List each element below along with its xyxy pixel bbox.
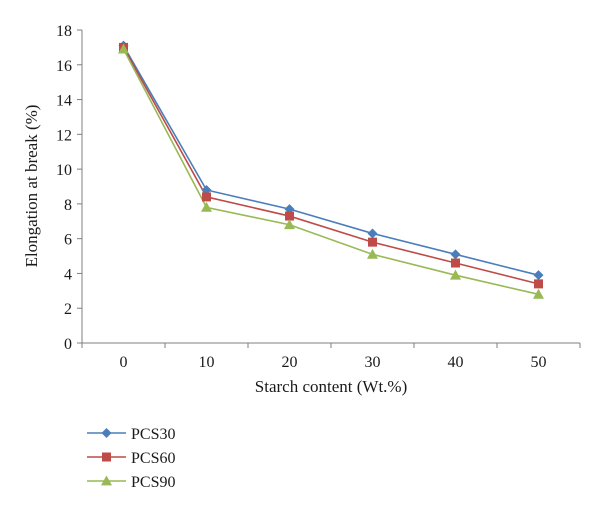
series-line-pcs90 — [122, 48, 539, 296]
x-tick-label: 0 — [120, 354, 128, 371]
y-tick-label: 10 — [56, 162, 72, 179]
plot-area: 0 2 4 6 8 10 12 14 16 18 0 10 20 30 40 50 — [56, 23, 581, 371]
data-point-pcs60 — [285, 211, 294, 221]
x-axis-label: Starch content (Wt.%) — [255, 377, 407, 396]
y-tick-label: 0 — [64, 336, 72, 353]
y-tick-label: 8 — [64, 197, 72, 214]
data-point-pcs60 — [534, 279, 543, 289]
series-markers — [118, 40, 544, 299]
data-point-pcs90 — [118, 43, 129, 54]
x-tick-label: 40 — [448, 354, 464, 371]
legend: PCS30 PCS60 PCS90 — [87, 426, 175, 491]
series-lines — [122, 45, 539, 296]
legend-label: PCS30 — [131, 426, 175, 443]
series-line-pcs30 — [122, 45, 539, 276]
data-point-pcs90 — [284, 219, 295, 230]
data-point-pcs30 — [450, 249, 461, 260]
x-tick-label: 20 — [282, 354, 298, 371]
x-tick-label: 10 — [199, 354, 215, 371]
legend-item-pcs30: PCS30 — [87, 426, 175, 443]
legend-marker — [101, 475, 112, 486]
legend-item-pcs60: PCS60 — [87, 450, 175, 467]
data-point-pcs60 — [202, 192, 211, 202]
legend-item-pcs90: PCS90 — [87, 474, 175, 491]
legend-marker — [101, 428, 112, 438]
data-point-pcs60 — [451, 258, 460, 268]
data-point-pcs60 — [368, 237, 377, 247]
y-tick-label: 18 — [56, 23, 72, 40]
y-tick-label: 4 — [64, 266, 72, 283]
y-tick-label: 12 — [56, 127, 72, 144]
y-tick-label: 2 — [64, 301, 72, 318]
data-point-pcs90 — [450, 269, 461, 280]
legend-label: PCS60 — [131, 450, 175, 467]
legend-label: PCS90 — [131, 474, 175, 491]
legend-marker — [102, 452, 111, 462]
x-tick-label: 50 — [531, 354, 547, 371]
y-axis-label: Elongation at break (%) — [22, 105, 41, 268]
x-tick-label: 30 — [365, 354, 381, 371]
series-line-pcs60 — [122, 47, 539, 285]
data-point-pcs30 — [533, 270, 544, 281]
data-point-pcs90 — [367, 248, 378, 259]
y-tick-label: 16 — [56, 58, 72, 75]
y-ticks: 0 2 4 6 8 10 12 14 16 18 — [56, 23, 82, 353]
x-ticks: 0 10 20 30 40 50 — [81, 343, 581, 371]
y-tick-label: 14 — [56, 93, 72, 110]
data-point-pcs90 — [533, 288, 544, 299]
y-tick-label: 6 — [64, 232, 72, 249]
data-point-pcs30 — [367, 228, 378, 239]
data-point-pcs90 — [201, 201, 212, 212]
